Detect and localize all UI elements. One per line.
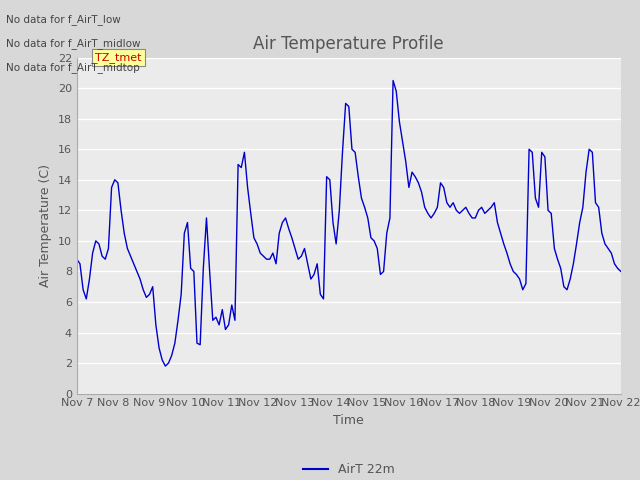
X-axis label: Time: Time	[333, 414, 364, 427]
Legend: AirT 22m: AirT 22m	[298, 458, 399, 480]
Text: TZ_tmet: TZ_tmet	[95, 52, 141, 63]
Text: No data for f_AirT_midlow: No data for f_AirT_midlow	[6, 38, 141, 49]
Y-axis label: Air Temperature (C): Air Temperature (C)	[39, 164, 52, 287]
Text: No data for f_AirT_low: No data for f_AirT_low	[6, 14, 121, 25]
Title: Air Temperature Profile: Air Temperature Profile	[253, 35, 444, 53]
Text: No data for f_AirT_midtop: No data for f_AirT_midtop	[6, 62, 140, 73]
